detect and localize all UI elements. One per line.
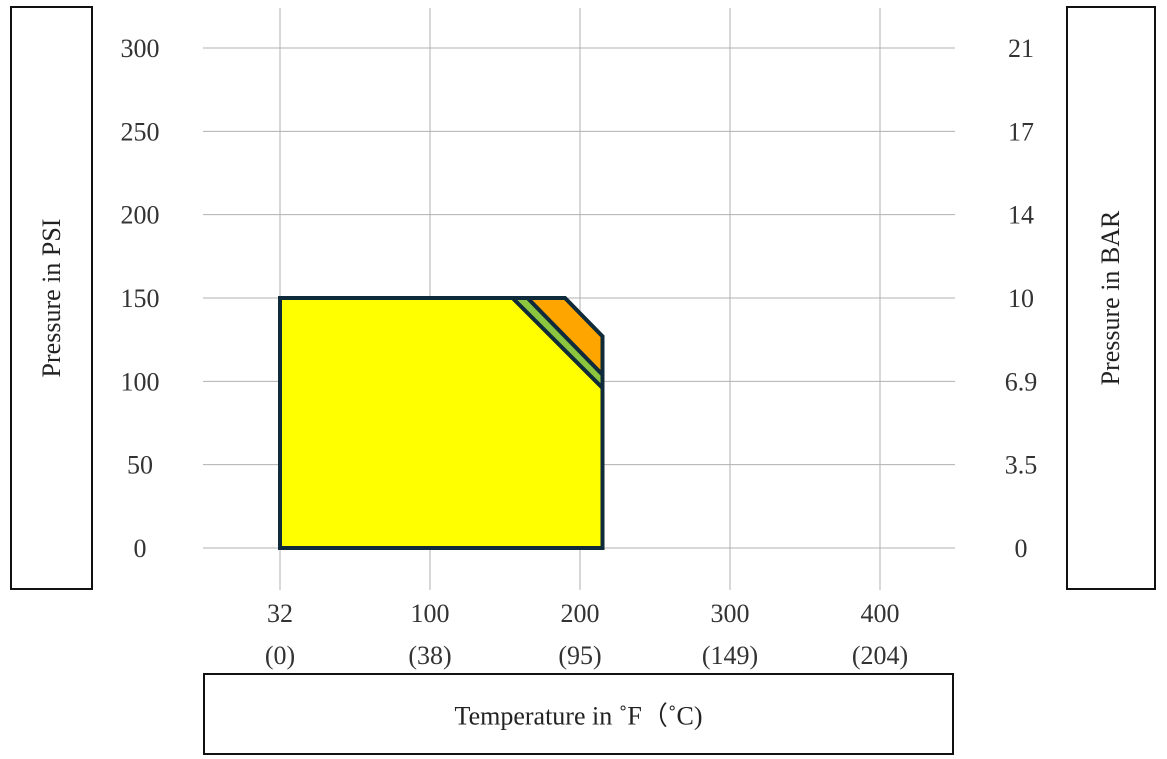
y-tick-label-left: 150 xyxy=(121,284,160,313)
y-tick-label-left: 300 xyxy=(121,34,160,63)
y-tick-label-right: 3.5 xyxy=(1005,451,1038,480)
y-tick-label-left: 200 xyxy=(121,201,160,230)
x-axis-title: Temperature in ˚F（˚C) xyxy=(454,701,703,731)
y-tick-label-left: 250 xyxy=(121,117,160,146)
x-tick-sublabel: (149) xyxy=(702,641,758,670)
y-tick-label-left: 100 xyxy=(121,367,160,396)
operating-region-3 xyxy=(278,296,605,550)
x-tick-sublabel: (38) xyxy=(408,641,451,670)
x-tick-label: 200 xyxy=(561,599,600,628)
y-tick-label-right: 0 xyxy=(1015,534,1028,563)
y-tick-label-left: 0 xyxy=(134,534,147,563)
y-tick-label-right: 6.9 xyxy=(1005,367,1038,396)
x-axis-title-box: Temperature in ˚F（˚C) xyxy=(203,673,954,755)
y-tick-label-right: 17 xyxy=(1008,117,1034,146)
y-tick-label-left: 50 xyxy=(127,451,153,480)
operating-regions xyxy=(278,296,605,550)
y-tick-label-right: 21 xyxy=(1008,34,1034,63)
x-tick-sublabel: (204) xyxy=(852,641,908,670)
y-axis-left-title-box: Pressure in PSI xyxy=(10,6,93,590)
x-tick-label: 100 xyxy=(411,599,450,628)
y-tick-label-right: 10 xyxy=(1008,284,1034,313)
x-tick-sublabel: (0) xyxy=(265,641,295,670)
y-tick-label-right: 14 xyxy=(1008,201,1034,230)
x-tick-label: 300 xyxy=(711,599,750,628)
tick-labels: 0 50 100 150 200 250 300 0 3.5 6.9 10 14 17 21 32 (0) 10… xyxy=(121,34,1038,670)
x-tick-label: 32 xyxy=(267,599,293,628)
y-axis-right-title-box: Pressure in BAR xyxy=(1066,6,1156,590)
x-tick-label: 400 xyxy=(861,599,900,628)
x-tick-sublabel: (95) xyxy=(558,641,601,670)
